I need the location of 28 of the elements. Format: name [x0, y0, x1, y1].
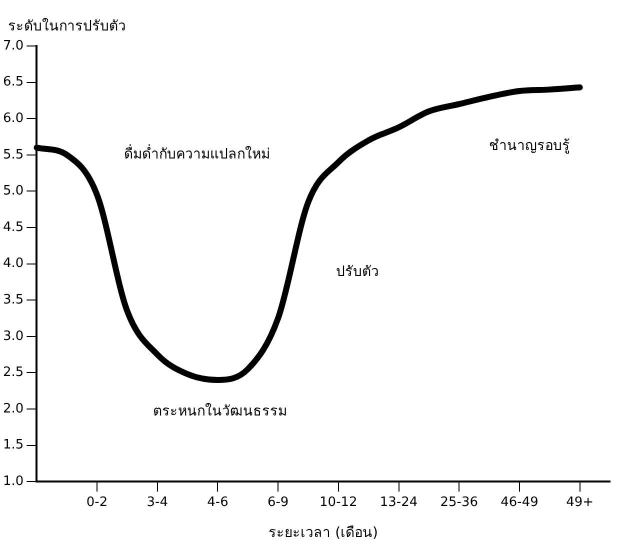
x-tick-label: 0-2	[86, 494, 108, 510]
annotation: ชำนาญรอบรู้	[489, 138, 570, 154]
y-tick-label: 7.0	[2, 38, 24, 54]
annotation: ปรับตัว	[336, 264, 380, 280]
y-tick-label: 1.0	[2, 474, 24, 489]
x-tick-label: 25-36	[440, 494, 478, 510]
y-tick-label: 4.0	[2, 256, 24, 272]
y-tick-label: 3.0	[2, 328, 24, 344]
y-tick-label: 4.5	[2, 220, 24, 235]
x-tick-label: 6-9	[267, 494, 289, 510]
y-tick-label: 5.0	[2, 184, 24, 199]
x-tick-label: 46-49	[500, 494, 538, 510]
y-axis-title: ระดับในการปรับตัว	[8, 18, 126, 35]
y-tick-label: 3.5	[2, 292, 24, 308]
y-tick-label: 2.5	[2, 365, 24, 380]
x-tick-label: 3-4	[146, 494, 168, 510]
y-tick-label: 6.0	[2, 110, 24, 126]
x-tick-label: 4-6	[207, 494, 228, 510]
x-tick-label: 49+	[566, 494, 594, 510]
y-tick-label: 6.5	[2, 74, 24, 90]
annotation: ดื่มด่ำกับความแปลกใหม่	[124, 144, 270, 163]
x-tick-label: 10-12	[320, 494, 358, 510]
y-tick-label: 5.5	[2, 147, 24, 162]
x-axis-title: ระยะเวลา (เดือน)	[268, 525, 378, 542]
annotation: ตระหนกในวัฒนธรรม	[153, 402, 288, 420]
y-tick-label: 2.0	[2, 401, 24, 416]
y-tick-label: 1.5	[2, 438, 24, 453]
x-tick-label: 13-24	[380, 494, 418, 510]
